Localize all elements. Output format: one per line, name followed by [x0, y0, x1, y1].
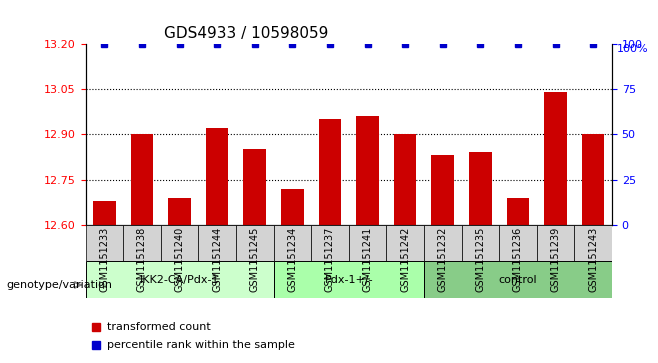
- FancyBboxPatch shape: [499, 225, 537, 261]
- Bar: [318, 119, 342, 225]
- Bar: [243, 150, 266, 225]
- Text: GSM1151233: GSM1151233: [99, 227, 109, 292]
- Bar: [281, 189, 303, 225]
- FancyBboxPatch shape: [198, 225, 236, 261]
- Text: GSM1151236: GSM1151236: [513, 227, 523, 292]
- FancyBboxPatch shape: [311, 225, 349, 261]
- Text: GDS4933 / 10598059: GDS4933 / 10598059: [164, 26, 329, 41]
- FancyBboxPatch shape: [274, 225, 311, 261]
- Bar: [432, 155, 454, 225]
- Text: GSM1151245: GSM1151245: [250, 227, 260, 292]
- Text: GSM1151238: GSM1151238: [137, 227, 147, 292]
- Text: GSM1151244: GSM1151244: [212, 227, 222, 292]
- FancyBboxPatch shape: [161, 225, 198, 261]
- FancyBboxPatch shape: [86, 225, 123, 261]
- FancyBboxPatch shape: [386, 225, 424, 261]
- FancyBboxPatch shape: [461, 225, 499, 261]
- Text: GSM1151241: GSM1151241: [363, 227, 372, 292]
- Text: GSM1151234: GSM1151234: [288, 227, 297, 292]
- Text: GSM1151239: GSM1151239: [551, 227, 561, 292]
- Text: 100%: 100%: [617, 44, 649, 54]
- FancyBboxPatch shape: [537, 225, 574, 261]
- Bar: [394, 134, 417, 225]
- Bar: [544, 92, 567, 225]
- Bar: [168, 198, 191, 225]
- Bar: [507, 198, 529, 225]
- FancyBboxPatch shape: [86, 261, 274, 298]
- FancyBboxPatch shape: [274, 261, 424, 298]
- Text: Pdx-1+/-: Pdx-1+/-: [324, 274, 373, 285]
- Text: GSM1151243: GSM1151243: [588, 227, 598, 292]
- Text: IKK2-CA/Pdx-1: IKK2-CA/Pdx-1: [139, 274, 219, 285]
- FancyBboxPatch shape: [123, 225, 161, 261]
- Bar: [356, 116, 379, 225]
- Text: GSM1151242: GSM1151242: [400, 227, 410, 292]
- FancyBboxPatch shape: [349, 225, 386, 261]
- FancyBboxPatch shape: [236, 225, 274, 261]
- FancyBboxPatch shape: [424, 225, 461, 261]
- Text: percentile rank within the sample: percentile rank within the sample: [107, 340, 295, 350]
- Text: GSM1151240: GSM1151240: [174, 227, 184, 292]
- FancyBboxPatch shape: [424, 261, 612, 298]
- Text: GSM1151232: GSM1151232: [438, 227, 447, 292]
- Bar: [131, 134, 153, 225]
- Bar: [206, 128, 228, 225]
- Bar: [93, 201, 116, 225]
- Bar: [582, 134, 605, 225]
- FancyBboxPatch shape: [574, 225, 612, 261]
- Text: GSM1151237: GSM1151237: [325, 227, 335, 292]
- Text: transformed count: transformed count: [107, 322, 211, 333]
- Bar: [469, 152, 492, 225]
- Text: control: control: [499, 274, 537, 285]
- Text: genotype/variation: genotype/variation: [7, 280, 113, 290]
- Text: GSM1151235: GSM1151235: [475, 227, 486, 292]
